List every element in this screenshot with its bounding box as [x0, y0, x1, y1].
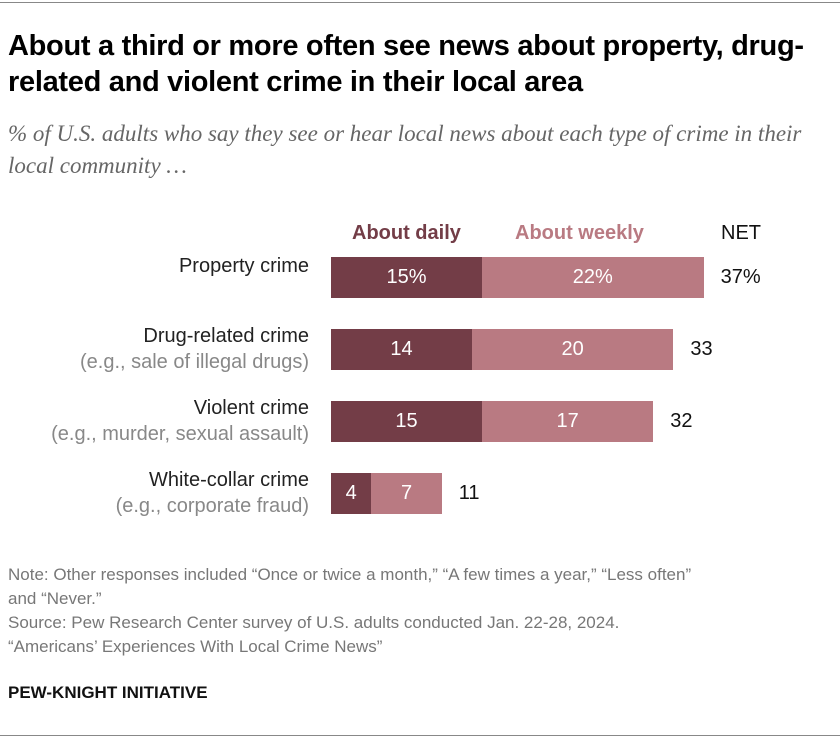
legend-about-daily: About daily	[352, 222, 461, 244]
category-name: Property crime	[178, 255, 309, 277]
report-title: “Americans’ Experiences With Local Crime…	[8, 637, 383, 656]
category-name: White-collar crime	[148, 469, 309, 491]
bottom-rule	[0, 735, 840, 736]
bar-segment-daily: 4	[331, 473, 372, 514]
category-name: Drug-related crime	[143, 325, 309, 347]
legend-net: NET	[721, 222, 761, 244]
bar-segment-weekly: 20	[471, 329, 674, 370]
legend-about-weekly: About weekly	[515, 222, 644, 244]
category-example: (e.g., murder, sexual assault)	[51, 423, 309, 445]
category-name: Violent crime	[193, 397, 309, 419]
net-value: 32	[670, 410, 693, 432]
bar-segment-weekly: 17	[482, 401, 654, 442]
bar-segment-weekly: 7	[371, 473, 442, 514]
source-line: Source: Pew Research Center survey of U.…	[8, 613, 620, 632]
net-value: 33	[690, 338, 713, 360]
category-label: Drug-related crime (e.g., sale of illegal…	[80, 323, 309, 375]
bar-segment-daily: 15%	[331, 257, 483, 298]
brand-logo: PEW-KNIGHT INITIATIVE	[8, 683, 208, 702]
bar-segment-weekly: 22%	[482, 257, 704, 298]
note-line: Note: Other responses included “Once or …	[8, 565, 692, 584]
category-example: (e.g., corporate fraud)	[115, 495, 309, 517]
category-label: Violent crime (e.g., murder, sexual assau…	[51, 395, 309, 447]
bar-segment-daily: 14	[331, 329, 472, 370]
note-line: and “Never.”	[8, 589, 102, 608]
net-value: 11	[458, 482, 480, 504]
chart-title: About a third or more often see news abo…	[8, 30, 804, 98]
chart-subtitle: % of U.S. adults who say they see or hea…	[8, 121, 802, 178]
category-example: (e.g., sale of illegal drugs)	[79, 351, 309, 373]
category-label: White-collar crime (e.g., corporate fraud…	[116, 467, 309, 519]
net-value: 37%	[720, 266, 761, 288]
notes: Note: Other responses included “Once or …	[8, 563, 691, 659]
category-label: Property crime	[179, 253, 309, 279]
top-rule	[0, 2, 840, 3]
bar-segment-daily: 15	[331, 401, 483, 442]
